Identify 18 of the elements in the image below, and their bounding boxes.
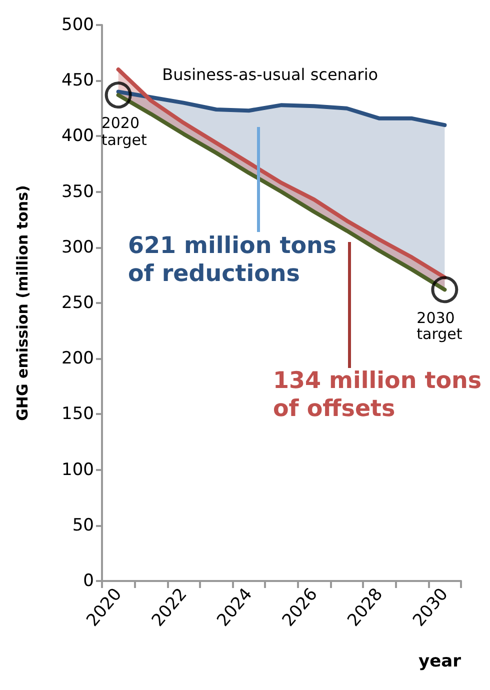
y-tick-label: 500 — [62, 15, 94, 35]
x-axis-title: year — [418, 652, 462, 672]
annotation: 2020 target — [101, 114, 148, 149]
annotation: Business-as-usual scenario — [162, 65, 378, 84]
y-tick-label: 50 — [72, 515, 94, 536]
y-tick-label: 350 — [62, 182, 94, 202]
annotation: 134 million tons of offsets — [273, 368, 483, 424]
y-axis-title: GHG emission (million tons) — [14, 185, 32, 421]
y-tick-label: 200 — [62, 348, 94, 369]
annotation: 621 million tons of reductions — [128, 233, 338, 288]
y-tick-label: 400 — [62, 126, 94, 146]
y-tick-label: 450 — [62, 70, 94, 91]
annotation: 2030 target — [416, 308, 464, 344]
y-tick-label: 150 — [62, 404, 94, 424]
y-tick-label: 250 — [62, 293, 94, 313]
y-tick-label: 300 — [62, 237, 94, 258]
y-tick-label: 0 — [83, 571, 94, 591]
y-tick-label: 100 — [62, 460, 94, 480]
